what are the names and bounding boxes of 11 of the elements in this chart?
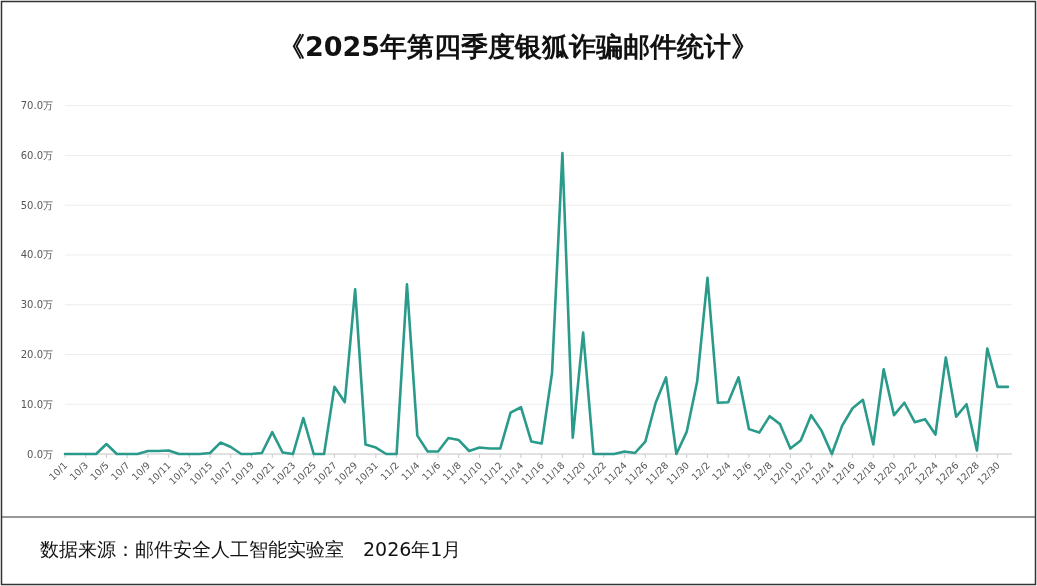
y-tick-label: 70.0万	[20, 100, 53, 112]
y-tick-label: 40.0万	[20, 249, 53, 261]
y-tick-label: 30.0万	[20, 299, 53, 311]
source-note: 数据来源：邮件安全人工智能实验室 2026年1月	[40, 538, 462, 560]
y-tick-label: 50.0万	[20, 199, 53, 211]
line-series	[63, 151, 1010, 456]
y-tick-label: 10.0万	[20, 398, 53, 410]
y-tick-label: 60.0万	[20, 149, 53, 161]
y-tick-label: 20.0万	[20, 348, 53, 360]
y-tick-label: 0.0万	[27, 448, 53, 460]
chart-title: 《2025年第四季度银狐诈骗邮件统计》	[277, 31, 759, 62]
